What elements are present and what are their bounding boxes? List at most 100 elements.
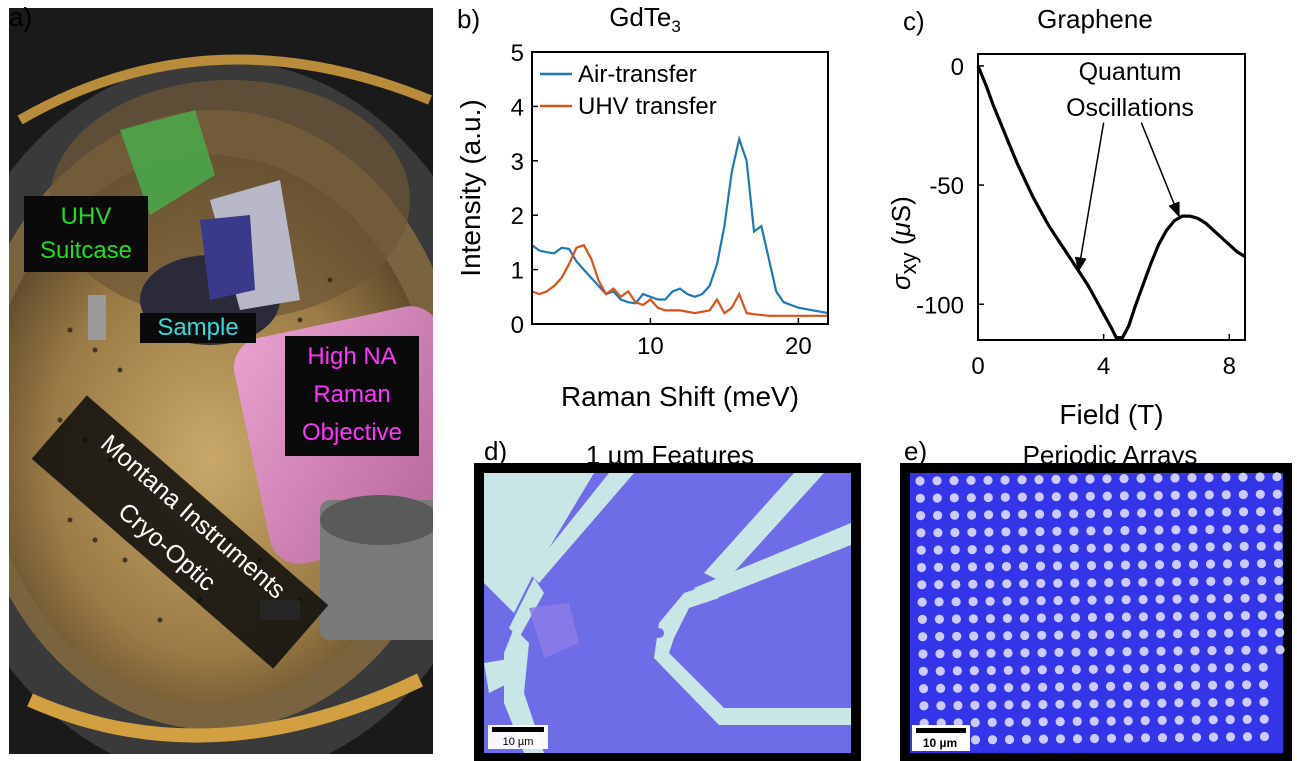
array-dot bbox=[1052, 526, 1062, 536]
array-dot bbox=[1036, 578, 1046, 588]
objective-line3: Objective bbox=[301, 419, 403, 446]
array-dot bbox=[1153, 490, 1163, 501]
annotation-arrow-0 bbox=[1074, 122, 1105, 273]
array-dot bbox=[1021, 717, 1031, 727]
array-dot bbox=[917, 580, 927, 590]
chart-c: 0 -50 -100 0 4 8 Field (T) bbox=[916, 53, 1246, 430]
array-dot bbox=[1020, 665, 1030, 675]
array-dot bbox=[1088, 664, 1098, 674]
array-dot bbox=[1070, 578, 1080, 588]
panel-d-scalebar-label: 10 µm bbox=[502, 736, 534, 748]
uhv-callout-line2: Suitcase bbox=[39, 237, 133, 264]
array-dot bbox=[1255, 489, 1265, 499]
array-dot bbox=[1204, 473, 1214, 483]
panel-b-label: b) bbox=[457, 4, 481, 34]
array-dot bbox=[1172, 594, 1182, 604]
array-dot bbox=[1018, 527, 1028, 537]
array-dot bbox=[1208, 715, 1218, 725]
array-dot bbox=[1001, 561, 1012, 572]
array-dot bbox=[934, 597, 944, 607]
array-dot bbox=[1242, 697, 1252, 707]
array-dot bbox=[1001, 527, 1011, 537]
array-dot bbox=[1105, 647, 1115, 657]
array-dot bbox=[1187, 490, 1197, 500]
array-dot bbox=[1191, 715, 1201, 725]
array-dot bbox=[1089, 733, 1100, 744]
array-dot bbox=[1140, 681, 1150, 691]
array-dot bbox=[1019, 596, 1029, 606]
array-dot bbox=[966, 493, 976, 503]
array-dot bbox=[1256, 524, 1266, 534]
array-dot bbox=[1221, 490, 1231, 500]
array-dot bbox=[950, 527, 960, 538]
ylabel-sub: xy bbox=[896, 252, 922, 275]
array-dot bbox=[1256, 541, 1266, 551]
array-dot bbox=[932, 493, 942, 503]
array-dot bbox=[919, 684, 929, 694]
array-dot bbox=[1154, 560, 1165, 570]
uhv-suitcase-callout: UHV Suitcase bbox=[24, 196, 148, 272]
array-dot bbox=[1221, 472, 1231, 482]
array-dot bbox=[1038, 682, 1048, 692]
array-dot bbox=[1086, 560, 1097, 571]
array-dot bbox=[967, 510, 977, 520]
panel-a-label: a) bbox=[9, 2, 33, 32]
array-dot bbox=[1004, 683, 1014, 693]
array-dot bbox=[967, 562, 978, 572]
array-dot bbox=[1222, 507, 1232, 517]
array-dot bbox=[1088, 647, 1098, 657]
array-dot bbox=[983, 475, 993, 485]
array-dot bbox=[1173, 663, 1183, 673]
array-dot bbox=[1242, 714, 1252, 724]
array-dot bbox=[1037, 630, 1047, 640]
array-dot bbox=[934, 580, 944, 590]
array-dot bbox=[1257, 576, 1267, 586]
panel-e-scalebar-label: 10 µm bbox=[922, 736, 958, 750]
y-tick-label: -100 bbox=[916, 292, 964, 319]
array-dot bbox=[1157, 698, 1167, 708]
array-dot bbox=[1189, 594, 1199, 604]
array-dot bbox=[1070, 613, 1080, 623]
array-dot bbox=[1002, 613, 1012, 623]
array-dot bbox=[1173, 646, 1183, 656]
array-dot bbox=[1051, 474, 1061, 484]
array-dot bbox=[1242, 680, 1252, 690]
array-dot bbox=[1070, 595, 1080, 605]
ylabel-sigma: σ bbox=[885, 274, 916, 291]
array-dot bbox=[1157, 681, 1167, 691]
uhv-callout-line1: UHV bbox=[60, 203, 112, 230]
array-dot bbox=[1170, 473, 1180, 483]
array-dot bbox=[1154, 508, 1164, 518]
array-dot bbox=[968, 579, 978, 589]
array-dot bbox=[1239, 524, 1249, 534]
array-dot bbox=[936, 683, 946, 693]
array-dot bbox=[1171, 508, 1181, 518]
array-dot bbox=[967, 545, 977, 555]
array-dot bbox=[1072, 716, 1082, 726]
array-dot bbox=[1190, 663, 1200, 673]
array-dot bbox=[1225, 732, 1236, 742]
array-dot bbox=[1274, 576, 1284, 586]
array-dot bbox=[1002, 596, 1012, 606]
array-dot bbox=[1102, 474, 1112, 484]
panel-d-label: d) bbox=[484, 436, 508, 466]
array-dot bbox=[987, 683, 997, 693]
array-dot bbox=[1123, 716, 1133, 726]
array-dot bbox=[1001, 544, 1011, 554]
array-dot bbox=[1137, 525, 1147, 535]
array-dot bbox=[1034, 492, 1044, 502]
array-dot bbox=[969, 666, 979, 676]
array-dot bbox=[1172, 577, 1182, 587]
array-dot bbox=[1086, 526, 1096, 536]
array-dot bbox=[985, 614, 995, 624]
array-dot bbox=[1137, 508, 1147, 518]
array-dot bbox=[1036, 596, 1046, 606]
array-dot bbox=[967, 527, 977, 537]
array-dot bbox=[984, 510, 994, 520]
panel-c-label: c) bbox=[903, 6, 925, 36]
sample-callout: Sample bbox=[140, 313, 256, 343]
array-dot bbox=[1257, 593, 1267, 603]
array-dot bbox=[1189, 577, 1199, 587]
sigma-xy-curve bbox=[976, 65, 1246, 340]
array-dot bbox=[1225, 680, 1235, 690]
